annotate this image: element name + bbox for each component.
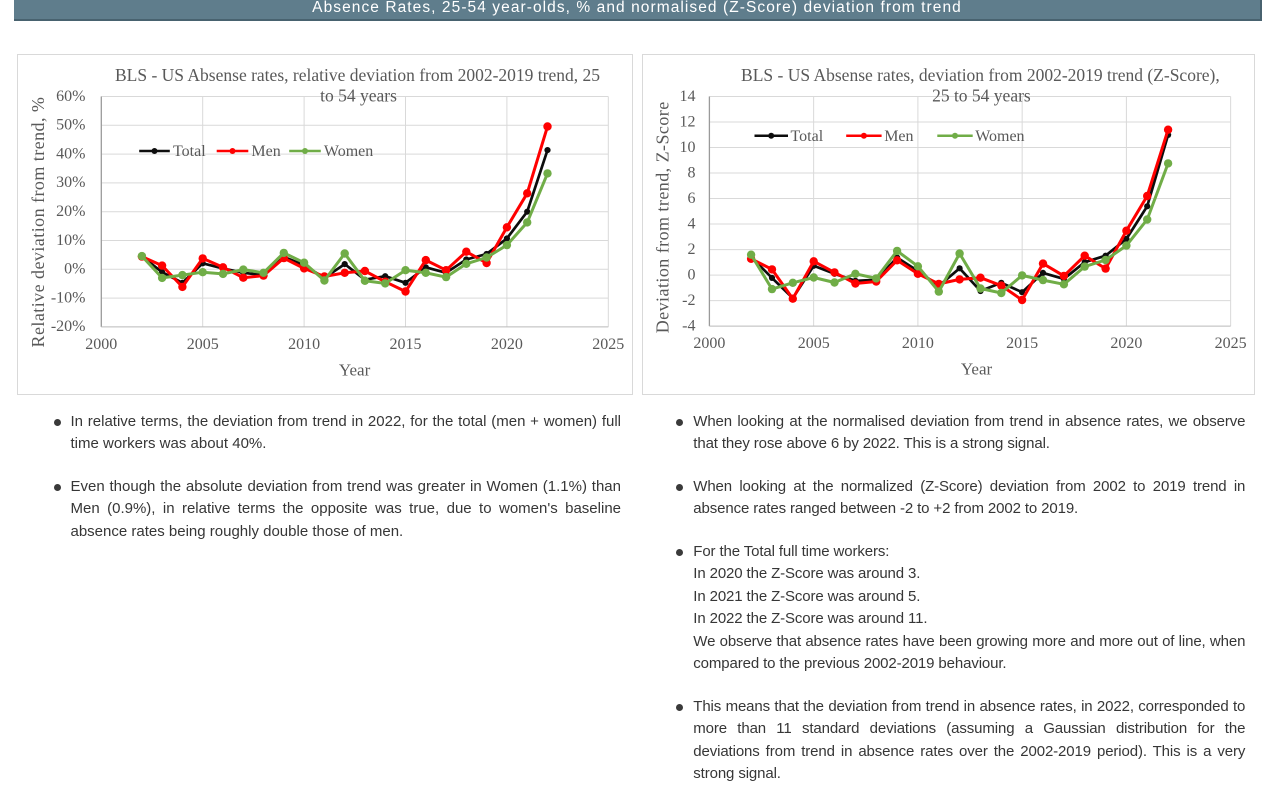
svg-text:Year: Year [961,360,993,379]
svg-text:-2: -2 [682,292,695,309]
svg-text:-4: -4 [682,317,695,334]
svg-text:2010: 2010 [288,336,320,353]
svg-text:10%: 10% [56,232,85,249]
svg-text:-10%: -10% [51,289,86,306]
svg-text:Women: Women [324,143,373,160]
svg-text:Women: Women [975,128,1024,145]
svg-text:6: 6 [688,190,696,207]
svg-text:Men: Men [251,143,280,160]
svg-text:2000: 2000 [693,335,725,352]
svg-text:2020: 2020 [1110,335,1142,352]
svg-text:2000: 2000 [85,336,117,353]
svg-text:2015: 2015 [1006,335,1038,352]
svg-text:to 54 years: to 54 years [320,86,397,106]
svg-text:25 to 54 years: 25 to 54 years [932,86,1031,106]
svg-text:4: 4 [688,215,696,232]
svg-text:0: 0 [688,266,696,283]
svg-text:40%: 40% [56,145,85,162]
svg-text:Total: Total [791,128,824,145]
svg-text:14: 14 [680,88,696,105]
svg-text:2015: 2015 [390,336,422,353]
svg-text:BLS - US Absense rates, deviat: BLS - US Absense rates, deviation from 2… [741,65,1220,85]
svg-text:Deviation from trend, Z-Score: Deviation from trend, Z-Score [653,101,673,333]
svg-text:2025: 2025 [1215,335,1247,352]
svg-text:2020: 2020 [491,336,523,353]
svg-text:0%: 0% [64,261,85,278]
svg-text:60%: 60% [56,88,85,105]
svg-text:Men: Men [884,128,913,145]
svg-text:Relative deviation from trend,: Relative deviation from trend, % [28,97,48,348]
svg-text:2: 2 [688,241,696,258]
svg-text:-20%: -20% [51,318,86,335]
svg-text:2010: 2010 [902,335,934,352]
svg-text:30%: 30% [56,174,85,191]
svg-text:2005: 2005 [798,335,830,352]
svg-text:12: 12 [680,113,696,130]
svg-text:2005: 2005 [187,336,219,353]
svg-text:Total: Total [173,143,206,160]
svg-text:2025: 2025 [592,336,624,353]
svg-text:Year: Year [339,360,371,379]
svg-text:8: 8 [688,164,696,181]
svg-text:50%: 50% [56,117,85,134]
svg-text:BLS - US Absense rates, relati: BLS - US Absense rates, relative deviati… [115,65,600,85]
svg-text:20%: 20% [56,203,85,220]
svg-text:10: 10 [680,139,696,156]
